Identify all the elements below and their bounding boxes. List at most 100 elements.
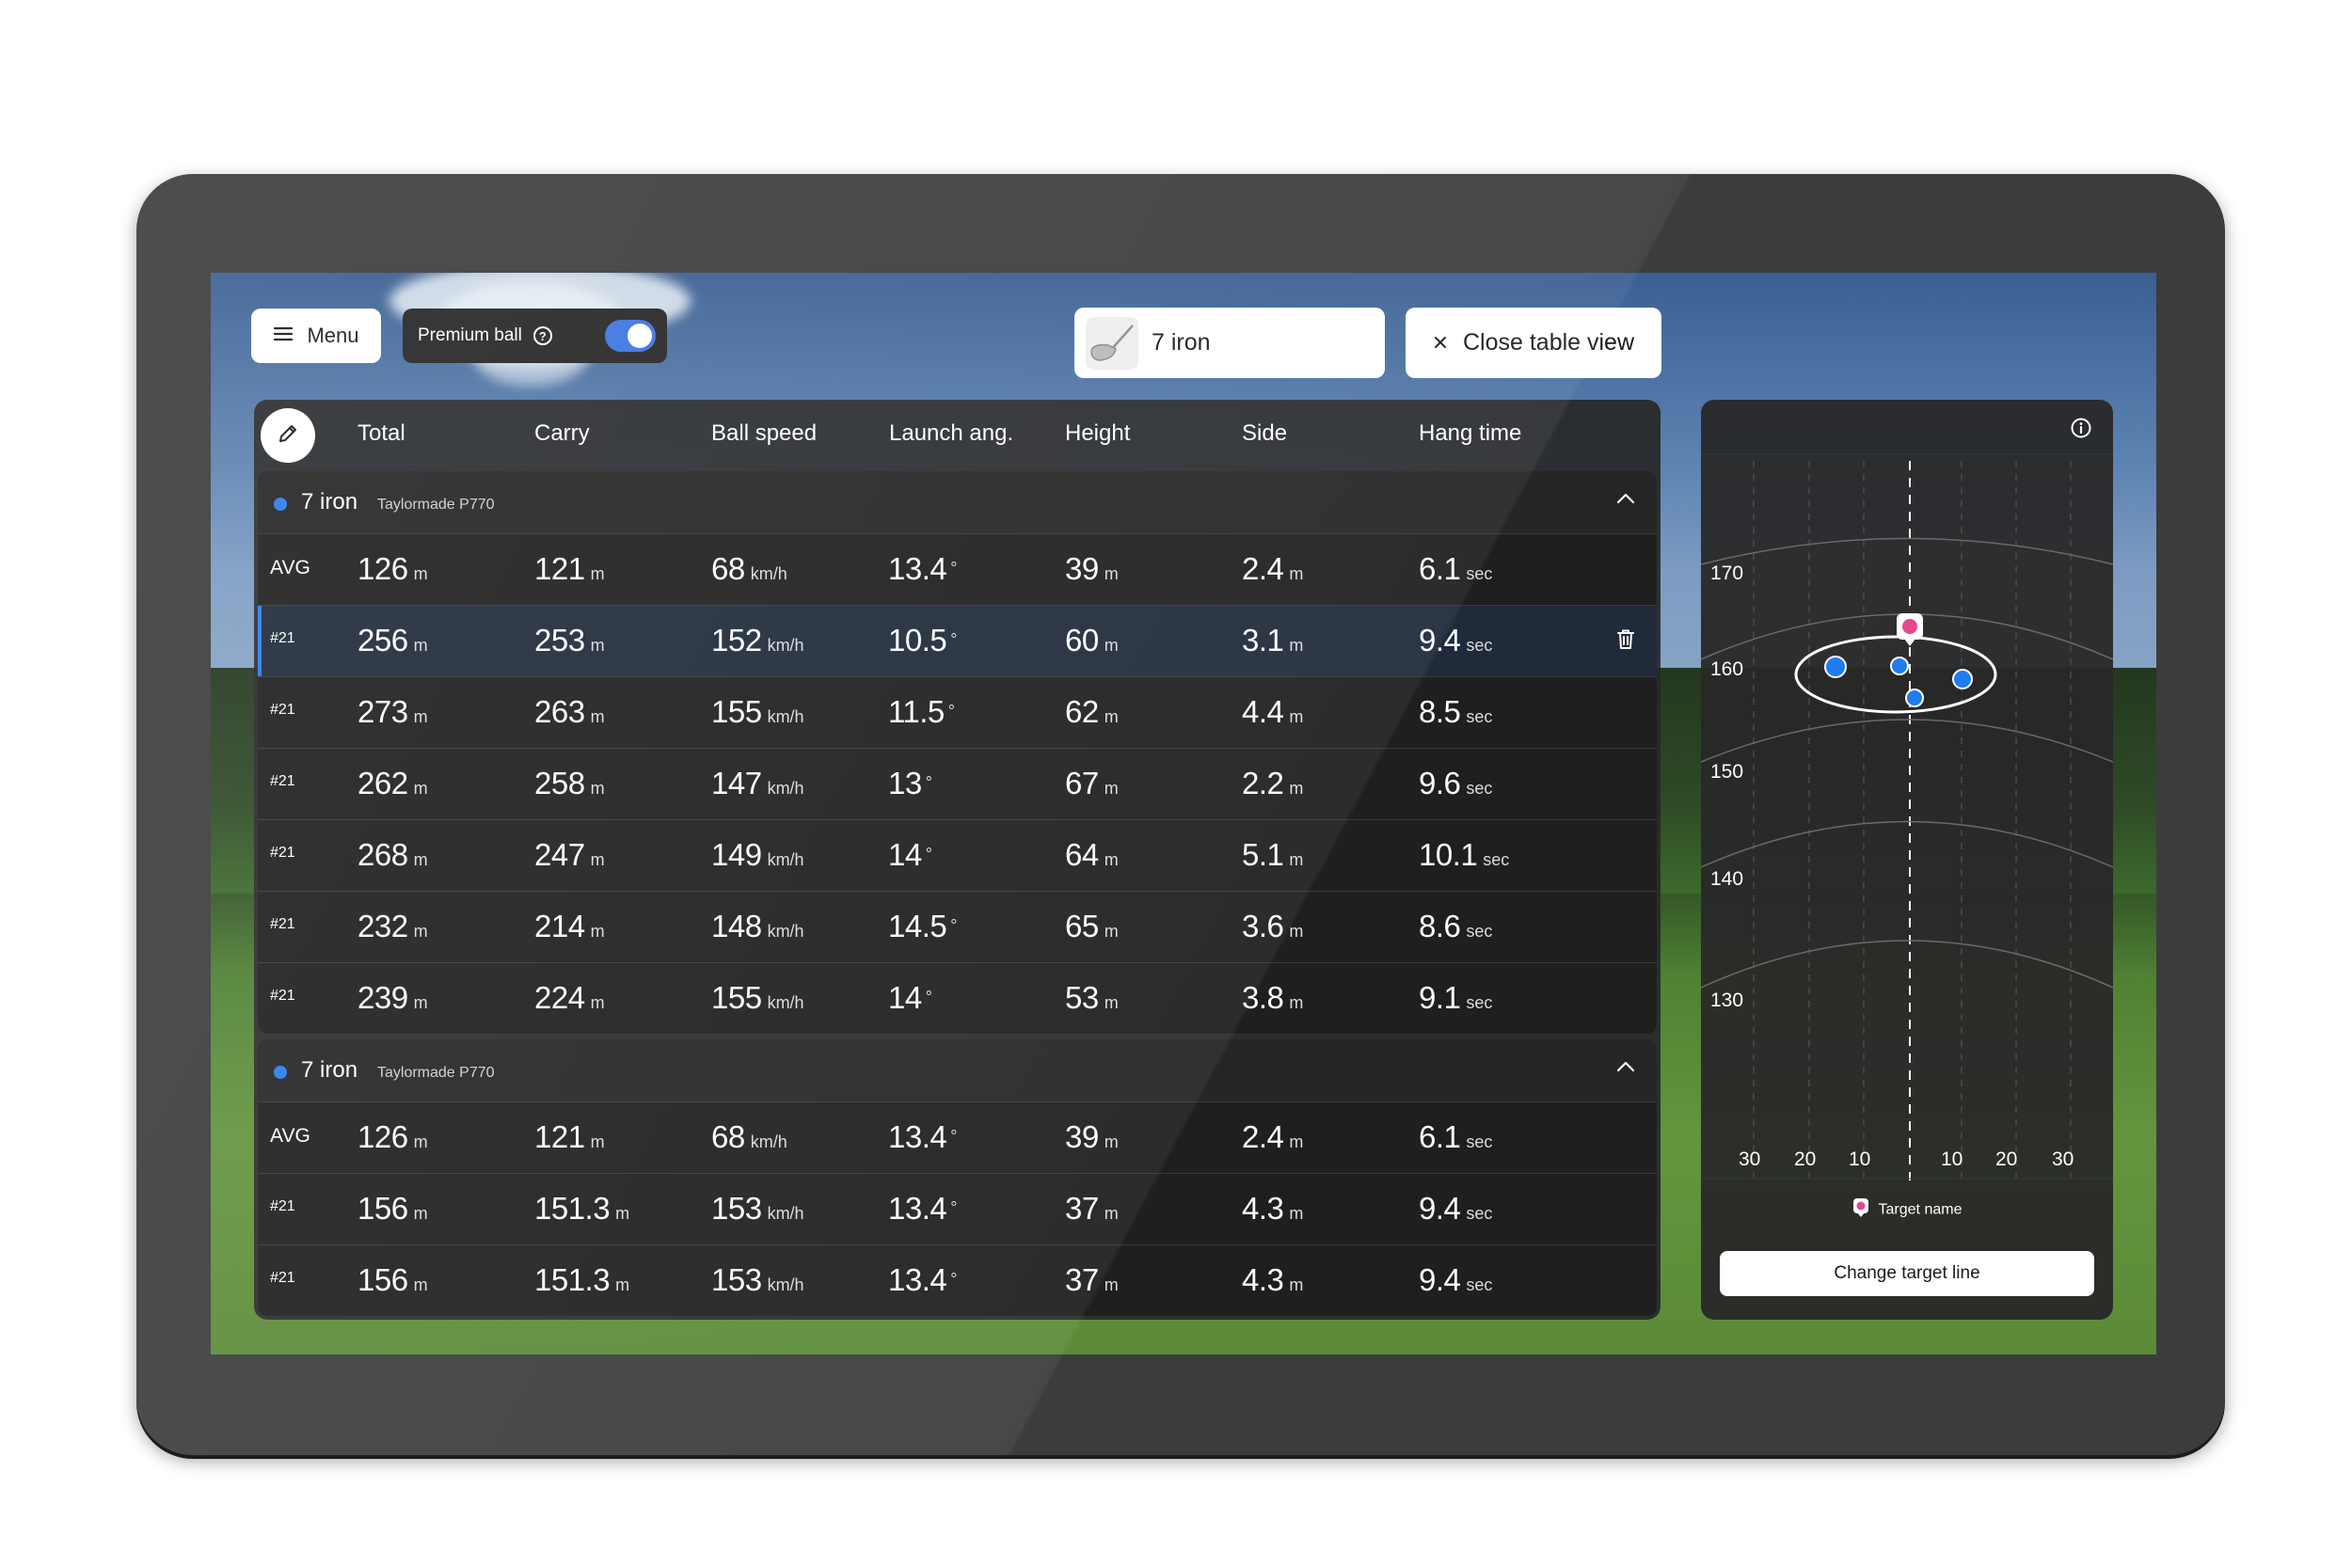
row-label: #21 [270,630,295,646]
shot-row[interactable]: #21 262 m 258 m 147 km/h 13 ° 67 m 2.2 m 9.6 sec [258,749,1657,820]
average-row[interactable]: AVG 126 m 121 m 68 km/h 13.4 ° 39 m 2.4 m 6.1 sec [258,1102,1657,1174]
cell-total: 239 m [358,980,428,1015]
cell-height: 64 m [1065,837,1119,872]
row-label: #21 [270,1198,295,1214]
chevron-up-icon[interactable] [1615,492,1636,510]
cell-side: 4.4 m [1242,694,1304,729]
shot-row[interactable]: #21 256 m 253 m 152 km/h 10.5 ° 60 m 3.1 m 9.4 sec [258,606,1657,677]
side-label: 10 [1849,1148,1871,1170]
cell-side: 2.4 m [1242,1119,1304,1154]
row-label: #21 [270,916,295,932]
cell-total: 232 m [358,909,428,943]
club-group-header[interactable]: 7 iron Taylormade P770 [258,471,1657,534]
premium-ball-toggle[interactable] [605,320,656,352]
cell-launch-ang: 13 ° [888,766,932,800]
help-icon[interactable]: ? [532,326,552,345]
club-group-subtitle: Taylormade P770 [377,497,495,513]
edit-button[interactable] [261,408,315,463]
menu-label: Menu [307,324,359,347]
cell-side: 2.4 m [1242,551,1304,586]
distance-label: 130 [1710,990,1744,1011]
cell-carry: 151.3 m [534,1262,630,1297]
average-row[interactable]: AVG 126 m 121 m 68 km/h 13.4 ° 39 m 2.4 m 6.1 sec [258,534,1657,606]
cell-launch-ang: 11.5 ° [888,694,955,729]
target-legend-label: Target name [1878,1201,1963,1218]
club-color-dot [274,1066,287,1079]
cell-total: 268 m [358,837,428,872]
cell-ball-speed: 155 km/h [711,694,804,729]
column-header-carry: Carry [534,420,590,446]
cell-total: 156 m [358,1191,428,1226]
club-group-title: 7 iron [301,1057,358,1083]
cell-ball-speed: 153 km/h [711,1262,804,1297]
distance-label: 160 [1710,658,1744,680]
shot-row[interactable]: #21 273 m 263 m 155 km/h 11.5 ° 62 m 4.4 m 8.5 sec [258,677,1657,749]
cell-side: 4.3 m [1242,1191,1304,1226]
cell-total: 256 m [358,623,428,657]
menu-button[interactable]: Menu [251,309,381,363]
cell-side: 3.8 m [1242,980,1304,1015]
column-header-ball-speed: Ball speed [711,420,818,446]
cell-total: 126 m [358,1119,428,1154]
cell-carry: 247 m [534,837,605,872]
row-label: #21 [270,702,295,718]
club-color-dot [274,498,287,511]
club-selector[interactable]: 7 iron [1074,308,1385,378]
trash-icon[interactable] [1615,628,1636,656]
close-icon [1433,329,1448,356]
chevron-up-icon[interactable] [1615,1060,1636,1078]
shot-row[interactable]: #21 156 m 151.3 m 153 km/h 13.4 ° 37 m 4.3 m 9.4 sec [258,1174,1657,1245]
change-target-line-button[interactable]: Change target line [1720,1251,2094,1296]
column-header-height: Height [1065,420,1131,446]
close-table-view-button[interactable]: Close table view [1406,308,1661,378]
shot-marker [1952,669,1973,689]
distance-label: 140 [1710,868,1744,890]
dispersion-chart [1701,453,2113,1180]
cell-launch-ang: 13.4 ° [888,1191,958,1226]
cell-height: 53 m [1065,980,1119,1015]
club-group: 7 iron Taylormade P770 AVG 126 m 121 m 68 km/h… [258,471,1657,1034]
cell-launch-ang: 13.4 ° [888,1119,958,1154]
target-legend: Target name [1701,1197,2113,1223]
target-pin-icon [1852,1197,1869,1223]
side-label: 20 [1794,1148,1817,1170]
cell-hang-time: 6.1 sec [1419,551,1493,586]
hamburger-icon [273,324,294,348]
distance-label: 170 [1710,562,1744,584]
cell-height: 39 m [1065,551,1119,586]
cell-launch-ang: 10.5 ° [888,623,958,657]
shot-table: Total Carry Ball speed Launch ang. Heigh… [254,400,1661,1320]
club-group: 7 iron Taylormade P770 AVG 126 m 121 m 68 km/h… [258,1039,1657,1316]
column-header-hang-time: Hang time [1419,420,1522,446]
cell-hang-time: 9.4 sec [1419,1262,1493,1297]
shot-row[interactable]: #21 239 m 224 m 155 km/h 14 ° 53 m 3.8 m 9.1 sec [258,963,1657,1034]
table-header: Total Carry Ball speed Launch ang. Heigh… [254,400,1661,470]
column-header-total: Total [358,420,405,446]
cell-total: 262 m [358,766,428,800]
cell-ball-speed: 148 km/h [711,909,804,943]
cell-hang-time: 8.5 sec [1419,694,1493,729]
cell-carry: 214 m [534,909,605,943]
pencil-icon [277,422,299,450]
club-group-subtitle: Taylormade P770 [377,1065,495,1081]
cell-ball-speed: 68 km/h [711,551,787,586]
cell-carry: 121 m [534,551,605,586]
cell-height: 39 m [1065,1119,1119,1154]
shot-row[interactable]: #21 268 m 247 m 149 km/h 14 ° 64 m 5.1 m 10.1 sec [258,820,1657,892]
cell-ball-speed: 147 km/h [711,766,804,800]
info-icon[interactable] [2070,417,2092,444]
row-label: #21 [270,773,295,789]
row-label: AVG [270,557,310,578]
row-label: #21 [270,1270,295,1286]
shot-row[interactable]: #21 232 m 214 m 148 km/h 14.5 ° 65 m 3.6 m 8.6 sec [258,892,1657,963]
cell-carry: 224 m [534,980,605,1015]
cell-side: 3.6 m [1242,909,1304,943]
shot-row[interactable]: #21 156 m 151.3 m 153 km/h 13.4 ° 37 m 4.3 m 9.4 sec [258,1245,1657,1316]
side-label: 10 [1941,1148,1963,1170]
side-label: 30 [2052,1148,2074,1170]
cell-side: 5.1 m [1242,837,1304,872]
side-label: 30 [1739,1148,1761,1170]
cell-launch-ang: 14.5 ° [888,909,958,943]
row-label: AVG [270,1125,310,1147]
club-group-header[interactable]: 7 iron Taylormade P770 [258,1039,1657,1102]
